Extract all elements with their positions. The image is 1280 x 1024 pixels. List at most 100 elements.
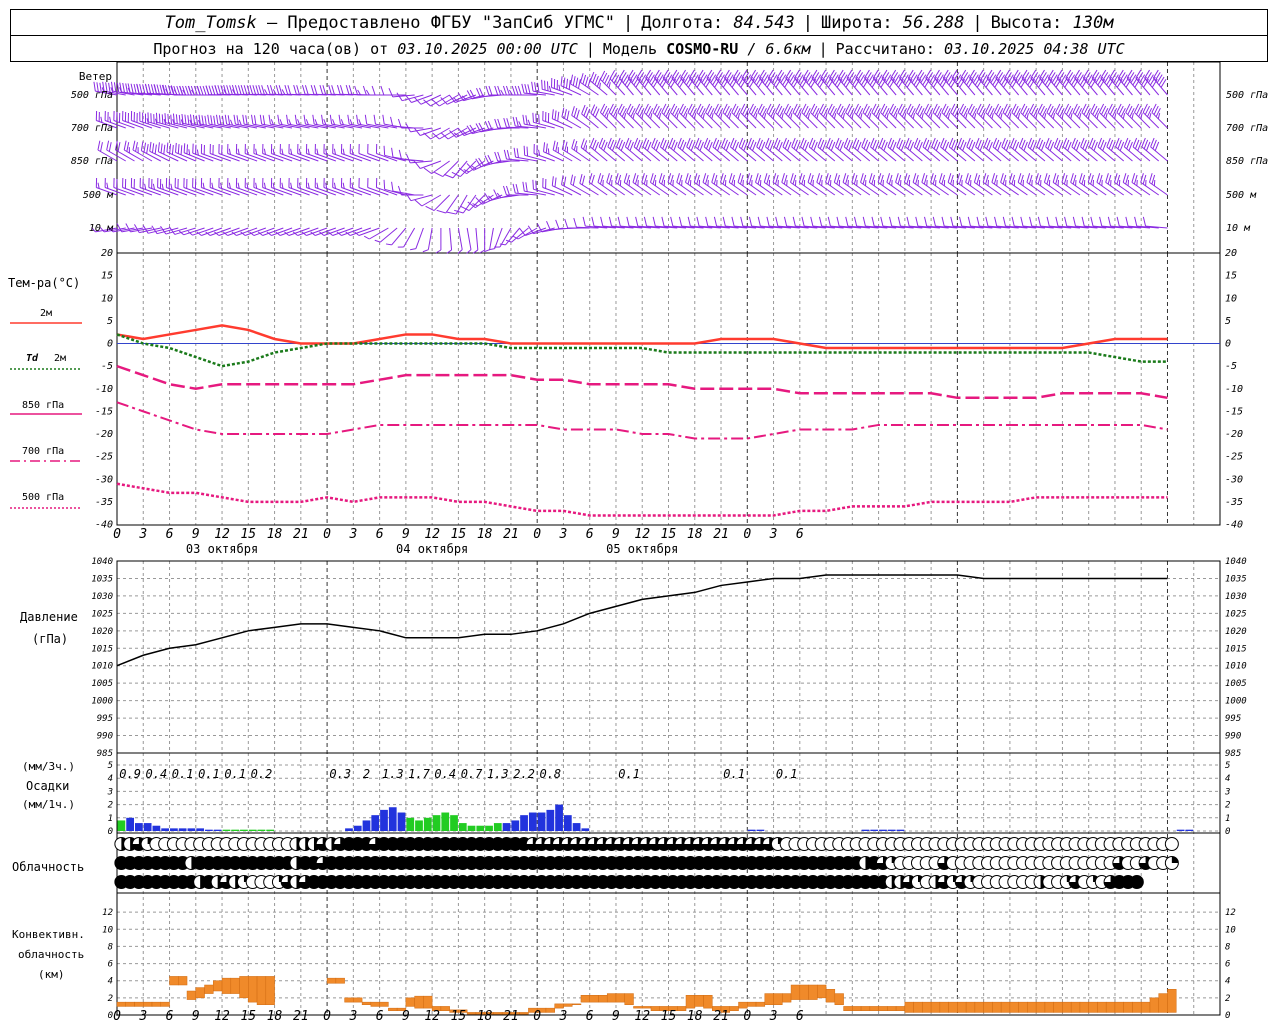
wind-barb-feather [391,147,394,158]
wind-level-label: 850 гПа [71,156,113,167]
wind-barb-feather [134,224,140,233]
wind-barb-feather [678,216,683,227]
wind-barb [1057,225,1080,229]
precip-bar [222,829,231,831]
wind-barb [201,153,223,162]
wind-barb-feather [446,249,452,254]
wind-barb-feather [457,92,464,101]
wind-barb [95,90,118,96]
wind-barb-feather [954,107,960,117]
wind-barb [975,146,993,162]
wind-barb-feather [813,141,818,151]
conv-cloud-bar [379,1001,389,1007]
wind-barb-feather [532,112,534,123]
wind-barb-feather [599,174,604,185]
wind-barb-feather [342,148,345,155]
wind-barb [652,112,669,129]
hour-tick-label: 3 [348,1009,357,1024]
wind-barb-feather [853,216,858,227]
wind-barb [497,194,520,199]
wind-barb [942,77,958,96]
wind-barb-feather [425,205,435,212]
wind-barb [262,187,284,196]
wind-barb-feather [803,105,809,115]
wind-barb [439,127,459,140]
conv-y-tick: 10 [1225,925,1236,935]
wind-barb-feather [1005,141,1011,151]
legend-precip-unit3: (мм/3ч.) [22,760,75,773]
temp-y-tick: -15 [95,406,113,417]
wind-barb-feather [186,144,189,154]
wind-barb [271,153,293,162]
wind-barb-feather [643,103,649,113]
wind-barb-feather [187,85,192,96]
conv-cloud-bar [1000,1001,1011,1013]
wind-barb [112,90,135,96]
pressure-y-tick: 1015 [91,644,113,654]
wind-barb-feather [951,69,958,79]
wind-barb [430,127,450,140]
wind-barb [825,181,844,196]
wind-barb-feather [934,69,940,79]
wind-barb-feather [505,85,510,96]
wind-barb [821,225,844,229]
wind-barb-feather [941,103,947,113]
hour-tick-label: 3 [769,527,778,542]
wind-barb-feather [799,76,806,86]
wind-barb [1047,77,1063,96]
conv-cloud-bar [195,987,205,999]
wind-barb [865,225,888,229]
wind-barb [271,187,293,196]
wind-barb [799,181,818,196]
wind-barb-feather [896,76,902,86]
precip-y-tick: 4 [108,774,113,784]
wind-barb-feather [236,115,239,125]
wind-barb [890,77,906,96]
wind-barb-feather [814,107,820,117]
wind-barb-feather [766,78,773,88]
wind-barb-feather [466,125,473,134]
conv-cloud-bar [974,1001,984,1013]
wind-barb-feather [872,69,879,79]
wind-barb-feather [941,216,945,227]
wind-barb [1026,181,1046,196]
pressure-y-tick: 1025 [91,609,113,619]
wind-barb-feather [960,69,967,79]
conv-cloud-bar [825,989,836,1003]
wind-barb-feather [217,85,222,95]
wind-barb-feather [598,137,604,148]
wind-barb [992,146,1011,162]
wind-barb-feather [938,113,942,119]
wind-barb-feather [843,137,849,148]
wind-barb-feather [813,72,820,81]
wind-barb-feather [860,173,864,183]
cloud-symbol [1164,837,1179,851]
precip-y-tick: 5 [108,761,113,771]
wind-barb-feather [630,107,636,117]
wind-barb-feather [714,78,720,88]
wind-barb-feather [547,148,550,155]
wind-barb [1142,112,1160,129]
wind-barb [987,225,1010,229]
wind-barb-feather [1143,139,1149,149]
wind-barb-feather [1126,69,1133,79]
wind-barb-feather [714,139,720,149]
conv-cloud-bar [869,1006,879,1011]
wind-barb-feather [950,216,954,227]
wind-barb-feather [823,107,829,117]
wind-barb [826,146,844,162]
wind-barb-feather [269,85,274,95]
wind-barb-feather [801,103,807,113]
wind-barb [297,187,319,196]
wind-barb [731,112,748,129]
wind-barb-feather [618,139,623,149]
legend-conv-line2: облачность [18,948,84,961]
wind-barb-feather [436,209,446,214]
hour-tick-label: 9 [402,1009,410,1024]
wind-barb-feather [110,87,114,93]
wind-barb-feather [918,72,925,81]
wind-barb-feather [874,141,880,151]
wind-barb-feather [835,137,840,148]
wind-barb [725,225,748,229]
